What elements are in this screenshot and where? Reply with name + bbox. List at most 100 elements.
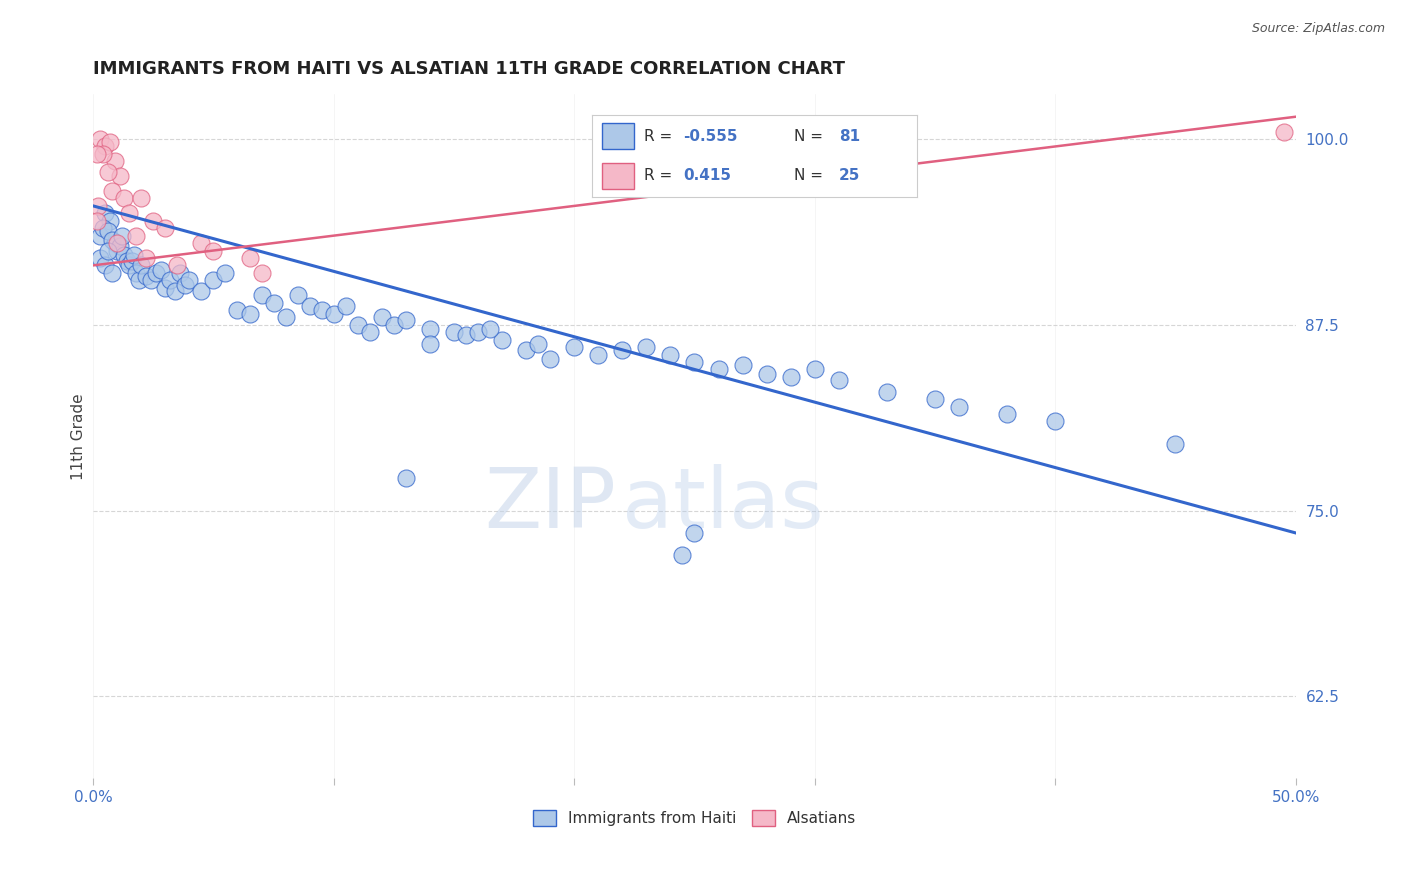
Point xyxy=(179,273,201,287)
Point xyxy=(97,224,120,238)
Point xyxy=(562,340,585,354)
Point xyxy=(828,373,851,387)
Point xyxy=(89,132,111,146)
Point xyxy=(128,273,150,287)
Point xyxy=(322,308,344,322)
Point xyxy=(190,236,212,251)
Point xyxy=(671,548,693,562)
Point xyxy=(876,384,898,399)
Point xyxy=(173,277,195,292)
Point xyxy=(443,326,465,340)
Point xyxy=(202,244,225,258)
Point xyxy=(419,322,441,336)
Point xyxy=(135,268,157,283)
Point xyxy=(454,328,477,343)
Point xyxy=(467,326,489,340)
Point xyxy=(98,214,121,228)
Point xyxy=(145,266,167,280)
Point xyxy=(238,251,260,265)
Point xyxy=(114,192,136,206)
Point xyxy=(86,214,108,228)
Point xyxy=(1045,414,1067,428)
Point xyxy=(166,259,188,273)
Point xyxy=(169,266,191,280)
Point xyxy=(948,400,970,414)
Text: IMMIGRANTS FROM HAITI VS ALSATIAN 11TH GRADE CORRELATION CHART: IMMIGRANTS FROM HAITI VS ALSATIAN 11TH G… xyxy=(93,60,845,78)
Point xyxy=(287,288,309,302)
Point xyxy=(683,525,706,540)
Point xyxy=(659,348,682,362)
Point xyxy=(250,266,273,280)
Point xyxy=(419,337,441,351)
Point xyxy=(155,281,177,295)
Point xyxy=(122,248,145,262)
Point xyxy=(135,251,157,265)
Point xyxy=(491,333,513,347)
Point xyxy=(395,471,418,485)
Point xyxy=(382,318,405,332)
Point xyxy=(97,244,120,258)
Point xyxy=(91,147,114,161)
Point xyxy=(311,303,333,318)
Point xyxy=(86,147,108,161)
Point xyxy=(527,337,550,351)
Point xyxy=(155,221,177,235)
Point xyxy=(101,184,124,198)
Point xyxy=(779,369,801,384)
Point xyxy=(114,248,136,262)
Text: atlas: atlas xyxy=(623,464,824,545)
Point xyxy=(1164,436,1187,450)
Point xyxy=(263,295,285,310)
Point xyxy=(89,228,111,243)
Point xyxy=(298,299,321,313)
Text: ZIP: ZIP xyxy=(485,464,616,545)
Point xyxy=(755,367,778,381)
Y-axis label: 11th Grade: 11th Grade xyxy=(72,393,86,480)
Point xyxy=(139,273,162,287)
Point xyxy=(104,236,127,251)
Point xyxy=(250,288,273,302)
Point xyxy=(108,239,131,253)
Point xyxy=(104,154,127,169)
Point xyxy=(91,221,114,235)
Point xyxy=(395,313,418,327)
Point xyxy=(238,308,260,322)
Point xyxy=(121,254,143,268)
Point xyxy=(105,244,128,258)
Text: Source: ZipAtlas.com: Source: ZipAtlas.com xyxy=(1251,22,1385,36)
Point xyxy=(995,407,1018,421)
Point xyxy=(636,340,658,354)
Point xyxy=(586,348,609,362)
Point xyxy=(115,254,138,268)
Point xyxy=(346,318,368,332)
Point xyxy=(94,259,117,273)
Point xyxy=(226,303,249,318)
Point xyxy=(163,284,186,298)
Point xyxy=(125,266,148,280)
Point xyxy=(515,343,537,358)
Point xyxy=(683,355,706,369)
Point xyxy=(731,358,754,372)
Point xyxy=(371,310,394,325)
Point xyxy=(190,284,212,298)
Point xyxy=(94,206,117,220)
Point xyxy=(97,165,120,179)
Point xyxy=(707,362,730,376)
Point xyxy=(89,251,111,265)
Point xyxy=(479,322,502,336)
Point xyxy=(202,273,225,287)
Point xyxy=(803,362,825,376)
Point xyxy=(108,169,131,184)
Point xyxy=(101,233,124,247)
Point xyxy=(359,326,381,340)
Point xyxy=(118,259,141,273)
Point xyxy=(142,214,165,228)
Point xyxy=(105,236,128,251)
Point xyxy=(101,266,124,280)
Point xyxy=(612,343,634,358)
Point xyxy=(159,273,181,287)
Point xyxy=(98,135,121,149)
Point xyxy=(125,228,148,243)
Point xyxy=(335,299,357,313)
Point xyxy=(129,192,152,206)
